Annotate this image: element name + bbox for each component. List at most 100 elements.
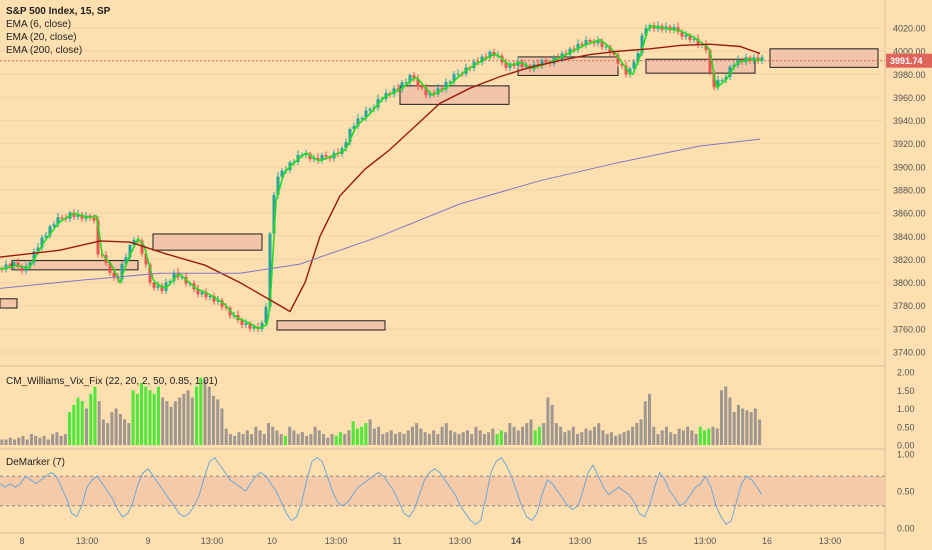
candle[interactable]: [196, 289, 200, 295]
candle[interactable]: [208, 295, 212, 298]
vix-bar[interactable]: [482, 434, 486, 445]
candle[interactable]: [260, 322, 264, 330]
candle[interactable]: [420, 86, 424, 88]
vix-bar[interactable]: [309, 434, 313, 445]
candle[interactable]: [708, 50, 712, 73]
candle[interactable]: [48, 226, 52, 236]
candle[interactable]: [568, 48, 572, 55]
vix-bar[interactable]: [34, 435, 38, 445]
vix-bar[interactable]: [491, 428, 495, 445]
price-axis[interactable]: 4020.00 4000.00 3980.00 3960.00 3940.00 3920.…: [886, 24, 932, 534]
vix-bar[interactable]: [13, 439, 17, 445]
candle[interactable]: [36, 247, 40, 252]
vix-bar[interactable]: [199, 377, 203, 445]
vix-bar[interactable]: [29, 434, 33, 445]
vix-bar[interactable]: [106, 423, 110, 445]
candle[interactable]: [168, 281, 172, 283]
candle[interactable]: [60, 217, 64, 219]
candle[interactable]: [320, 155, 324, 161]
vix-bar[interactable]: [584, 428, 588, 445]
candle[interactable]: [676, 26, 680, 32]
vix-bar[interactable]: [516, 430, 520, 445]
candle[interactable]: [180, 276, 184, 278]
vix-bar[interactable]: [152, 393, 156, 445]
vix-bar[interactable]: [474, 426, 478, 445]
candle[interactable]: [480, 56, 484, 63]
candle[interactable]: [308, 153, 312, 160]
supply-demand-zone[interactable]: [11, 260, 139, 271]
candle[interactable]: [356, 118, 360, 126]
vix-bar[interactable]: [436, 434, 440, 445]
vix-bar[interactable]: [563, 432, 567, 445]
vix-bar[interactable]: [559, 426, 563, 445]
vix-bar[interactable]: [499, 430, 503, 445]
vix-bar[interactable]: [639, 419, 643, 445]
vix-bar[interactable]: [173, 401, 177, 445]
candle[interactable]: [596, 40, 600, 44]
vix-bar[interactable]: [72, 404, 76, 445]
vix-fix-legend[interactable]: CM_Williams_Vix_Fix (22, 20, 2, 50, 0.85…: [6, 376, 218, 387]
vix-bar[interactable]: [618, 434, 622, 445]
vix-bar[interactable]: [347, 430, 351, 445]
vix-bar[interactable]: [250, 434, 254, 445]
vix-bar[interactable]: [84, 408, 88, 446]
vix-bar[interactable]: [63, 434, 67, 445]
vix-bar[interactable]: [368, 419, 372, 445]
candle[interactable]: [352, 125, 356, 130]
vix-bar[interactable]: [669, 432, 673, 445]
vix-bar[interactable]: [51, 434, 55, 445]
vix-bar[interactable]: [554, 423, 558, 445]
vix-bar[interactable]: [140, 382, 144, 445]
price-pane[interactable]: [0, 21, 885, 333]
vix-bar[interactable]: [614, 435, 618, 445]
vix-bar[interactable]: [80, 401, 84, 445]
candle[interactable]: [436, 88, 440, 95]
vix-bar[interactable]: [262, 434, 266, 445]
candle[interactable]: [108, 262, 112, 273]
vix-bar[interactable]: [296, 434, 300, 445]
vix-bar[interactable]: [190, 397, 194, 445]
candle[interactable]: [400, 82, 404, 90]
vix-bar[interactable]: [182, 393, 186, 445]
vix-bar[interactable]: [444, 423, 448, 445]
candle[interactable]: [28, 262, 32, 267]
vix-bar[interactable]: [275, 430, 279, 445]
vix-bar[interactable]: [338, 432, 342, 445]
candle[interactable]: [20, 266, 24, 272]
vix-bar[interactable]: [656, 434, 660, 445]
vix-bar[interactable]: [537, 426, 541, 445]
vix-bar[interactable]: [186, 390, 190, 445]
vix-bar[interactable]: [453, 432, 457, 445]
vix-bar[interactable]: [334, 435, 338, 445]
vix-bar[interactable]: [495, 434, 499, 445]
candle[interactable]: [324, 155, 328, 157]
vix-bar[interactable]: [622, 432, 626, 445]
vix-bar[interactable]: [156, 386, 160, 445]
candle[interactable]: [440, 88, 444, 90]
candle[interactable]: [416, 78, 420, 87]
vix-bar[interactable]: [216, 399, 220, 445]
candle[interactable]: [224, 306, 228, 308]
candle[interactable]: [268, 233, 272, 307]
vix-bar[interactable]: [415, 423, 419, 445]
vix-bar[interactable]: [758, 419, 762, 445]
vix-bar[interactable]: [131, 390, 135, 445]
vix-bar[interactable]: [402, 434, 406, 445]
ema6-line[interactable]: [0, 25, 763, 330]
candle[interactable]: [252, 327, 256, 329]
vix-bar[interactable]: [355, 428, 359, 445]
candle[interactable]: [604, 46, 608, 48]
candle[interactable]: [544, 60, 548, 63]
vix-bar[interactable]: [580, 432, 584, 445]
vix-bar[interactable]: [406, 430, 410, 445]
candle[interactable]: [704, 44, 708, 51]
demarker-legend[interactable]: DeMarker (7): [6, 457, 65, 468]
vix-bar[interactable]: [440, 426, 444, 445]
vix-bar[interactable]: [736, 404, 740, 445]
vix-bar[interactable]: [508, 423, 512, 445]
candle[interactable]: [228, 307, 232, 316]
vix-bar[interactable]: [17, 437, 21, 445]
vix-bar[interactable]: [550, 404, 554, 445]
candle[interactable]: [80, 214, 84, 219]
vix-bar[interactable]: [715, 428, 719, 445]
